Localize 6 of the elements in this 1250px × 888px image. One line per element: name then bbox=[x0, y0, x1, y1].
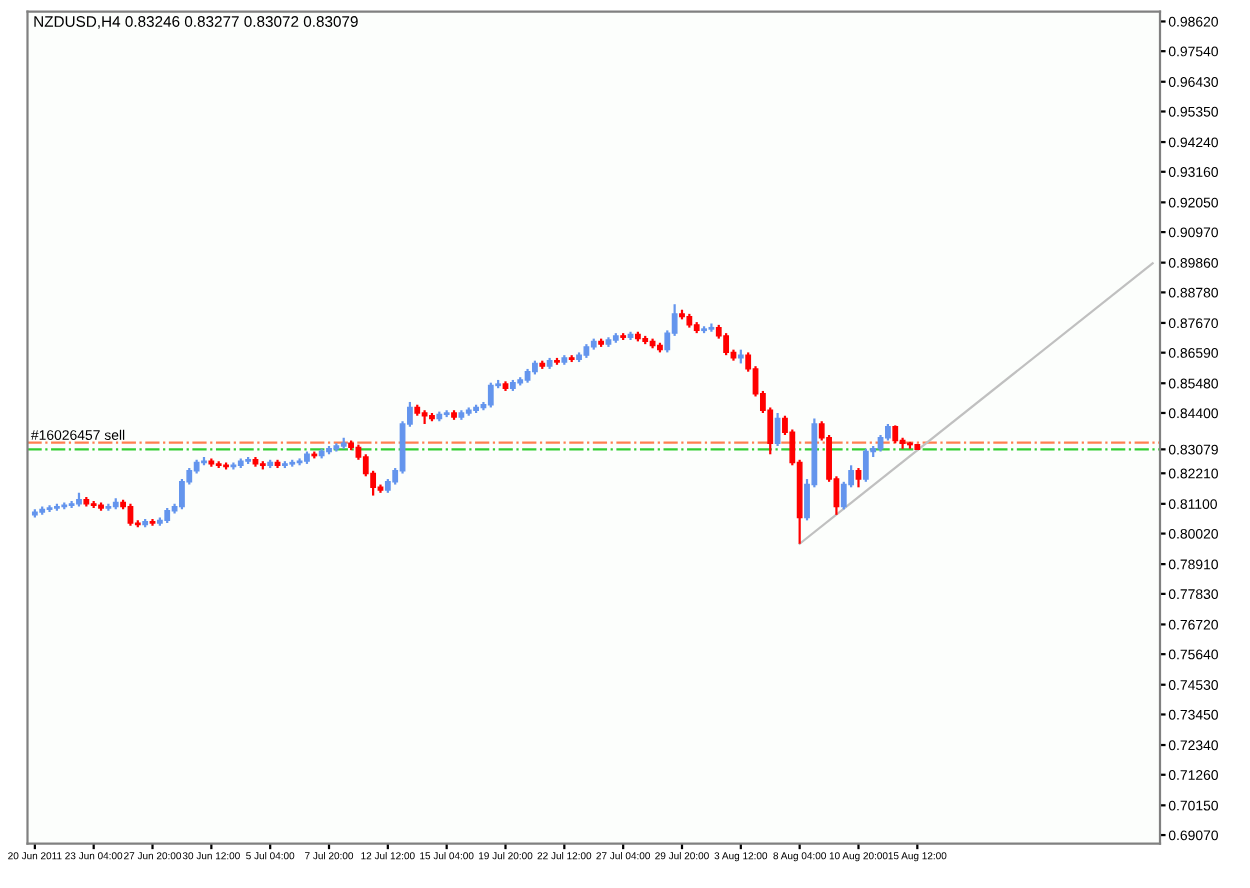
candlestick bbox=[723, 332, 730, 357]
candlestick bbox=[708, 322, 715, 333]
candlestick bbox=[855, 466, 862, 489]
candlestick bbox=[862, 447, 869, 483]
candlestick bbox=[487, 381, 494, 409]
candlestick bbox=[421, 409, 428, 426]
